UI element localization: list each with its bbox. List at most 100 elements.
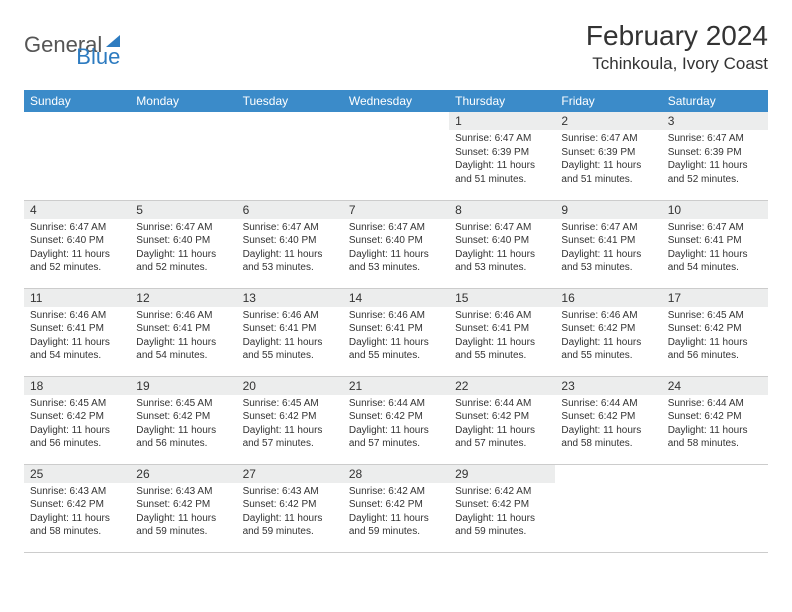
daylight-text: Daylight: 11 hours and 52 minutes. bbox=[30, 248, 124, 275]
day-content: Sunrise: 6:42 AMSunset: 6:42 PMDaylight:… bbox=[449, 483, 555, 543]
sunset-text: Sunset: 6:40 PM bbox=[455, 234, 549, 248]
month-title: February 2024 bbox=[586, 20, 768, 52]
sunset-text: Sunset: 6:41 PM bbox=[30, 322, 124, 336]
calendar-cell: 18Sunrise: 6:45 AMSunset: 6:42 PMDayligh… bbox=[24, 376, 130, 464]
calendar-cell bbox=[24, 112, 130, 200]
calendar-cell: 1Sunrise: 6:47 AMSunset: 6:39 PMDaylight… bbox=[449, 112, 555, 200]
calendar-cell: 22Sunrise: 6:44 AMSunset: 6:42 PMDayligh… bbox=[449, 376, 555, 464]
calendar-row: 25Sunrise: 6:43 AMSunset: 6:42 PMDayligh… bbox=[24, 464, 768, 552]
daylight-text: Daylight: 11 hours and 53 minutes. bbox=[349, 248, 443, 275]
day-number: 14 bbox=[343, 289, 449, 307]
location: Tchinkoula, Ivory Coast bbox=[586, 54, 768, 74]
calendar-cell bbox=[130, 112, 236, 200]
calendar-cell bbox=[343, 112, 449, 200]
daylight-text: Daylight: 11 hours and 55 minutes. bbox=[349, 336, 443, 363]
weekday-tuesday: Tuesday bbox=[237, 90, 343, 112]
calendar-cell: 17Sunrise: 6:45 AMSunset: 6:42 PMDayligh… bbox=[662, 288, 768, 376]
sunset-text: Sunset: 6:42 PM bbox=[30, 410, 124, 424]
weekday-header-row: Sunday Monday Tuesday Wednesday Thursday… bbox=[24, 90, 768, 112]
sunrise-text: Sunrise: 6:46 AM bbox=[136, 309, 230, 323]
calendar-cell: 6Sunrise: 6:47 AMSunset: 6:40 PMDaylight… bbox=[237, 200, 343, 288]
sunset-text: Sunset: 6:41 PM bbox=[243, 322, 337, 336]
calendar-cell: 11Sunrise: 6:46 AMSunset: 6:41 PMDayligh… bbox=[24, 288, 130, 376]
sunrise-text: Sunrise: 6:46 AM bbox=[243, 309, 337, 323]
day-content: Sunrise: 6:47 AMSunset: 6:39 PMDaylight:… bbox=[555, 130, 661, 190]
day-number: 9 bbox=[555, 201, 661, 219]
day-content: Sunrise: 6:47 AMSunset: 6:41 PMDaylight:… bbox=[662, 219, 768, 279]
sunrise-text: Sunrise: 6:47 AM bbox=[561, 132, 655, 146]
daylight-text: Daylight: 11 hours and 54 minutes. bbox=[136, 336, 230, 363]
day-content: Sunrise: 6:42 AMSunset: 6:42 PMDaylight:… bbox=[343, 483, 449, 543]
daylight-text: Daylight: 11 hours and 52 minutes. bbox=[136, 248, 230, 275]
sunrise-text: Sunrise: 6:44 AM bbox=[349, 397, 443, 411]
calendar-row: 4Sunrise: 6:47 AMSunset: 6:40 PMDaylight… bbox=[24, 200, 768, 288]
daylight-text: Daylight: 11 hours and 58 minutes. bbox=[30, 512, 124, 539]
sunrise-text: Sunrise: 6:47 AM bbox=[349, 221, 443, 235]
weekday-friday: Friday bbox=[555, 90, 661, 112]
daylight-text: Daylight: 11 hours and 59 minutes. bbox=[349, 512, 443, 539]
day-content: Sunrise: 6:44 AMSunset: 6:42 PMDaylight:… bbox=[343, 395, 449, 455]
sunrise-text: Sunrise: 6:45 AM bbox=[668, 309, 762, 323]
sunrise-text: Sunrise: 6:43 AM bbox=[136, 485, 230, 499]
day-number: 19 bbox=[130, 377, 236, 395]
calendar-table: Sunday Monday Tuesday Wednesday Thursday… bbox=[24, 90, 768, 553]
calendar-cell: 16Sunrise: 6:46 AMSunset: 6:42 PMDayligh… bbox=[555, 288, 661, 376]
calendar-cell: 10Sunrise: 6:47 AMSunset: 6:41 PMDayligh… bbox=[662, 200, 768, 288]
logo-text-blue: Blue bbox=[76, 44, 120, 70]
sunset-text: Sunset: 6:42 PM bbox=[349, 498, 443, 512]
day-content: Sunrise: 6:47 AMSunset: 6:40 PMDaylight:… bbox=[343, 219, 449, 279]
calendar-cell bbox=[662, 464, 768, 552]
daylight-text: Daylight: 11 hours and 53 minutes. bbox=[561, 248, 655, 275]
sunset-text: Sunset: 6:42 PM bbox=[668, 322, 762, 336]
calendar-cell: 14Sunrise: 6:46 AMSunset: 6:41 PMDayligh… bbox=[343, 288, 449, 376]
daylight-text: Daylight: 11 hours and 57 minutes. bbox=[243, 424, 337, 451]
calendar-cell: 9Sunrise: 6:47 AMSunset: 6:41 PMDaylight… bbox=[555, 200, 661, 288]
daylight-text: Daylight: 11 hours and 53 minutes. bbox=[455, 248, 549, 275]
sunrise-text: Sunrise: 6:44 AM bbox=[561, 397, 655, 411]
daylight-text: Daylight: 11 hours and 55 minutes. bbox=[561, 336, 655, 363]
day-content: Sunrise: 6:44 AMSunset: 6:42 PMDaylight:… bbox=[662, 395, 768, 455]
daylight-text: Daylight: 11 hours and 57 minutes. bbox=[455, 424, 549, 451]
calendar-row: 18Sunrise: 6:45 AMSunset: 6:42 PMDayligh… bbox=[24, 376, 768, 464]
day-number: 21 bbox=[343, 377, 449, 395]
day-content: Sunrise: 6:47 AMSunset: 6:39 PMDaylight:… bbox=[449, 130, 555, 190]
day-number: 29 bbox=[449, 465, 555, 483]
day-content: Sunrise: 6:47 AMSunset: 6:41 PMDaylight:… bbox=[555, 219, 661, 279]
weekday-saturday: Saturday bbox=[662, 90, 768, 112]
calendar-cell: 19Sunrise: 6:45 AMSunset: 6:42 PMDayligh… bbox=[130, 376, 236, 464]
sunrise-text: Sunrise: 6:44 AM bbox=[668, 397, 762, 411]
sunset-text: Sunset: 6:42 PM bbox=[668, 410, 762, 424]
calendar-cell: 24Sunrise: 6:44 AMSunset: 6:42 PMDayligh… bbox=[662, 376, 768, 464]
calendar-cell: 21Sunrise: 6:44 AMSunset: 6:42 PMDayligh… bbox=[343, 376, 449, 464]
day-content: Sunrise: 6:46 AMSunset: 6:42 PMDaylight:… bbox=[555, 307, 661, 367]
sunrise-text: Sunrise: 6:45 AM bbox=[136, 397, 230, 411]
day-content: Sunrise: 6:43 AMSunset: 6:42 PMDaylight:… bbox=[130, 483, 236, 543]
day-number: 28 bbox=[343, 465, 449, 483]
day-content: Sunrise: 6:43 AMSunset: 6:42 PMDaylight:… bbox=[24, 483, 130, 543]
sunset-text: Sunset: 6:42 PM bbox=[243, 410, 337, 424]
sunrise-text: Sunrise: 6:46 AM bbox=[349, 309, 443, 323]
sunset-text: Sunset: 6:39 PM bbox=[561, 146, 655, 160]
sunrise-text: Sunrise: 6:45 AM bbox=[243, 397, 337, 411]
sunrise-text: Sunrise: 6:42 AM bbox=[455, 485, 549, 499]
day-content: Sunrise: 6:45 AMSunset: 6:42 PMDaylight:… bbox=[662, 307, 768, 367]
day-number: 4 bbox=[24, 201, 130, 219]
sunset-text: Sunset: 6:42 PM bbox=[136, 498, 230, 512]
day-number: 23 bbox=[555, 377, 661, 395]
daylight-text: Daylight: 11 hours and 59 minutes. bbox=[243, 512, 337, 539]
day-content: Sunrise: 6:44 AMSunset: 6:42 PMDaylight:… bbox=[555, 395, 661, 455]
sunset-text: Sunset: 6:40 PM bbox=[349, 234, 443, 248]
sunrise-text: Sunrise: 6:47 AM bbox=[561, 221, 655, 235]
daylight-text: Daylight: 11 hours and 58 minutes. bbox=[668, 424, 762, 451]
sunrise-text: Sunrise: 6:46 AM bbox=[30, 309, 124, 323]
calendar-cell: 28Sunrise: 6:42 AMSunset: 6:42 PMDayligh… bbox=[343, 464, 449, 552]
day-number: 5 bbox=[130, 201, 236, 219]
day-content: Sunrise: 6:46 AMSunset: 6:41 PMDaylight:… bbox=[449, 307, 555, 367]
day-number: 7 bbox=[343, 201, 449, 219]
calendar-cell: 7Sunrise: 6:47 AMSunset: 6:40 PMDaylight… bbox=[343, 200, 449, 288]
day-number: 15 bbox=[449, 289, 555, 307]
sunset-text: Sunset: 6:42 PM bbox=[561, 410, 655, 424]
sunset-text: Sunset: 6:41 PM bbox=[668, 234, 762, 248]
sunrise-text: Sunrise: 6:47 AM bbox=[668, 132, 762, 146]
calendar-cell bbox=[555, 464, 661, 552]
